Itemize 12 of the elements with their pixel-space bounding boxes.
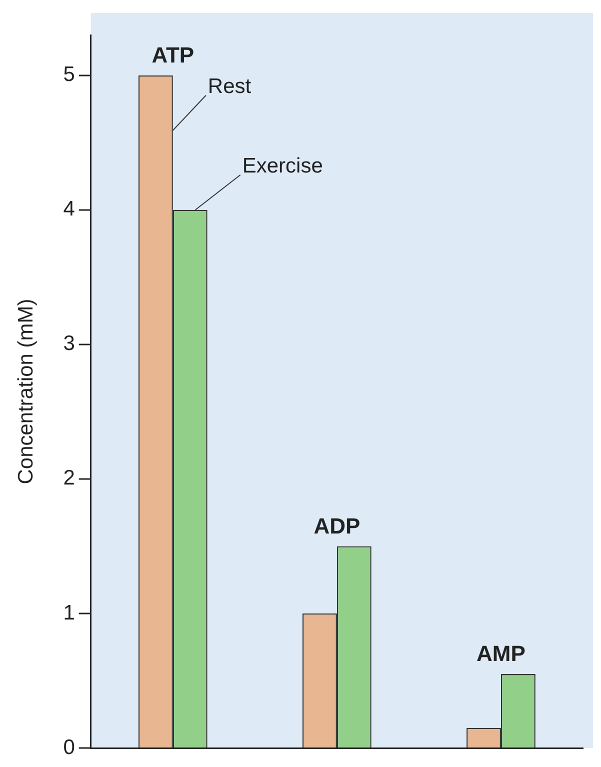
x-tick-label: AMP [476,641,526,666]
y-axis-title: Concentration (mM) [14,298,38,484]
x-tick-label: ATP [152,42,194,68]
y-tick-label: 1 [63,601,75,624]
y-tick-label: 3 [63,332,75,356]
y-tick-label: 4 [63,198,76,221]
y-tick-label: 0 [63,736,75,759]
series-label: Rest [208,75,252,98]
text: Exercise [242,154,323,178]
x-tick-label: ADP [314,513,360,538]
y-tick-label: 2 [63,466,75,490]
y-tick-label: 5 [63,63,75,86]
